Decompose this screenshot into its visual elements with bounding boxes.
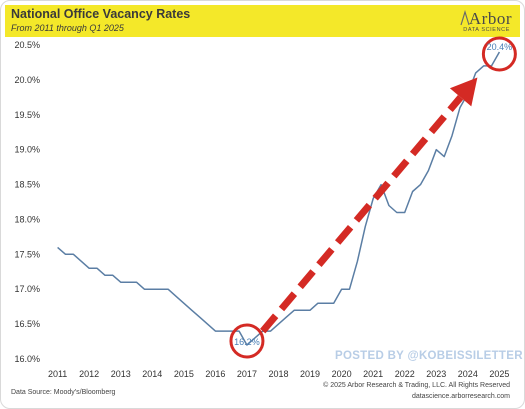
x-tick-label: 2017 xyxy=(237,369,257,379)
data-label: 20.4% xyxy=(487,42,513,52)
x-tick-label: 2021 xyxy=(363,369,383,379)
y-tick-label: 18.5% xyxy=(14,180,40,190)
x-tick-label: 2025 xyxy=(489,369,509,379)
highlight-circle xyxy=(229,323,265,359)
y-tick-label: 19.0% xyxy=(14,145,40,155)
x-tick-label: 2022 xyxy=(395,369,415,379)
x-tick-label: 2015 xyxy=(174,369,194,379)
logo-tagline: DATA SCIENCE xyxy=(463,27,510,33)
watermark-text: POSTED BY @KOBEISSILETTER xyxy=(335,350,523,362)
copyright-text: © 2025 Arbor Research & Trading, LLC. Al… xyxy=(323,382,510,389)
vacancy-rate-line xyxy=(57,51,501,346)
logo-mark-icon xyxy=(460,10,470,26)
x-tick-label: 2012 xyxy=(79,369,99,379)
chart-header: National Office Vacancy Rates From 2011 … xyxy=(5,5,520,37)
x-tick-label: 2020 xyxy=(332,369,352,379)
chart-subtitle: From 2011 through Q1 2025 xyxy=(11,23,124,33)
logo-name: Arbor xyxy=(468,9,512,28)
x-tick-label: 2011 xyxy=(48,369,67,379)
y-tick-label: 20.5% xyxy=(14,40,40,50)
x-tick-label: 2023 xyxy=(426,369,446,379)
y-tick-label: 19.5% xyxy=(14,110,40,120)
arbor-logo: Arbor DATA SCIENCE xyxy=(452,6,512,36)
x-tick-label: 2014 xyxy=(142,369,162,379)
x-axis-ticks: 2011 2012 2013 2014 2015 2016 2017 2018 2019 2020… xyxy=(48,369,509,379)
data-label: 16.2% xyxy=(234,337,260,347)
x-tick-label: 2013 xyxy=(111,369,131,379)
y-tick-label: 18.0% xyxy=(14,214,40,224)
x-tick-label: 2018 xyxy=(268,369,288,379)
trend-arrow-head-icon xyxy=(449,77,478,107)
x-tick-label: 2016 xyxy=(205,369,225,379)
y-tick-label: 16.0% xyxy=(14,354,40,364)
x-tick-label: 2019 xyxy=(300,369,320,379)
trend-arrow-shaft xyxy=(260,95,464,334)
website-link[interactable]: datascience.arborresearch.com xyxy=(411,393,510,400)
y-tick-label: 16.5% xyxy=(14,319,40,329)
y-tick-label: 17.0% xyxy=(14,284,40,294)
y-tick-label: 17.5% xyxy=(14,249,40,259)
data-source: Data Source: Moody's/Bloomberg xyxy=(11,389,116,396)
y-tick-label: 20.0% xyxy=(14,75,40,85)
chart-title: National Office Vacancy Rates xyxy=(11,7,191,21)
x-tick-label: 2024 xyxy=(458,369,478,379)
highlight-circle xyxy=(481,36,517,72)
y-axis-ticks: 16.0% 16.5% 17.0% 17.5% 18.0% 18.5% 19.0% 19.5%… xyxy=(14,40,40,364)
annotations: 16.2% 20.4% xyxy=(229,36,517,359)
